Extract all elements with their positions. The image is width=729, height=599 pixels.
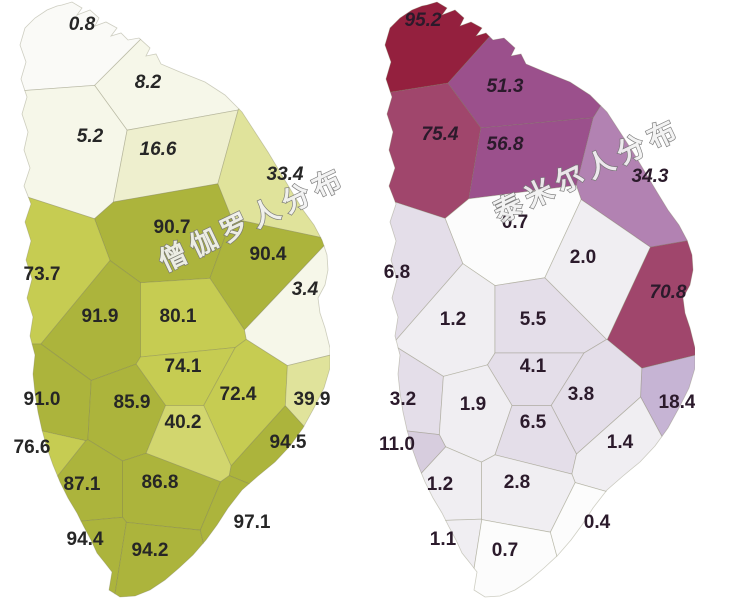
svg-text:6.5: 6.5 xyxy=(520,412,547,433)
svg-text:1.2: 1.2 xyxy=(427,474,453,495)
svg-text:90.4: 90.4 xyxy=(250,244,287,265)
svg-text:70.8: 70.8 xyxy=(650,282,687,303)
svg-text:3.8: 3.8 xyxy=(568,384,594,405)
svg-text:2.0: 2.0 xyxy=(570,247,596,268)
svg-text:1.9: 1.9 xyxy=(460,394,486,415)
svg-text:87.1: 87.1 xyxy=(64,474,101,495)
svg-text:94.4: 94.4 xyxy=(67,529,104,550)
svg-text:74.1: 74.1 xyxy=(165,356,202,377)
svg-text:16.6: 16.6 xyxy=(140,139,177,160)
svg-text:51.3: 51.3 xyxy=(487,76,524,97)
svg-text:0.7: 0.7 xyxy=(492,540,518,561)
svg-text:1.4: 1.4 xyxy=(607,432,634,453)
svg-text:1.2: 1.2 xyxy=(440,309,466,330)
svg-text:86.8: 86.8 xyxy=(142,472,179,493)
svg-text:80.1: 80.1 xyxy=(160,306,197,327)
svg-text:34.3: 34.3 xyxy=(632,166,669,187)
svg-text:73.7: 73.7 xyxy=(24,264,61,285)
svg-text:2.8: 2.8 xyxy=(504,472,530,493)
svg-text:94.5: 94.5 xyxy=(270,432,307,453)
svg-text:11.0: 11.0 xyxy=(379,434,415,455)
svg-text:0.8: 0.8 xyxy=(69,14,96,35)
svg-text:91.9: 91.9 xyxy=(82,306,119,327)
svg-text:40.2: 40.2 xyxy=(165,412,202,433)
svg-text:75.4: 75.4 xyxy=(422,124,459,145)
svg-text:8.2: 8.2 xyxy=(135,72,162,93)
svg-text:4.1: 4.1 xyxy=(520,356,547,377)
svg-text:3.2: 3.2 xyxy=(390,389,416,410)
svg-text:76.6: 76.6 xyxy=(14,437,51,458)
svg-text:18.4: 18.4 xyxy=(659,392,695,413)
svg-text:56.8: 56.8 xyxy=(487,134,524,155)
svg-text:97.1: 97.1 xyxy=(234,512,271,533)
svg-text:6.8: 6.8 xyxy=(384,262,410,283)
svg-text:0.4: 0.4 xyxy=(584,512,611,533)
svg-text:91.0: 91.0 xyxy=(24,389,61,410)
svg-text:72.4: 72.4 xyxy=(220,384,257,405)
svg-text:39.9: 39.9 xyxy=(294,389,330,410)
svg-text:94.2: 94.2 xyxy=(132,540,169,561)
svg-text:5.5: 5.5 xyxy=(520,309,547,330)
svg-text:95.2: 95.2 xyxy=(405,10,442,31)
svg-text:85.9: 85.9 xyxy=(114,392,151,413)
svg-text:5.2: 5.2 xyxy=(77,126,104,147)
svg-text:1.1: 1.1 xyxy=(430,529,457,550)
svg-text:3.4: 3.4 xyxy=(292,279,319,300)
